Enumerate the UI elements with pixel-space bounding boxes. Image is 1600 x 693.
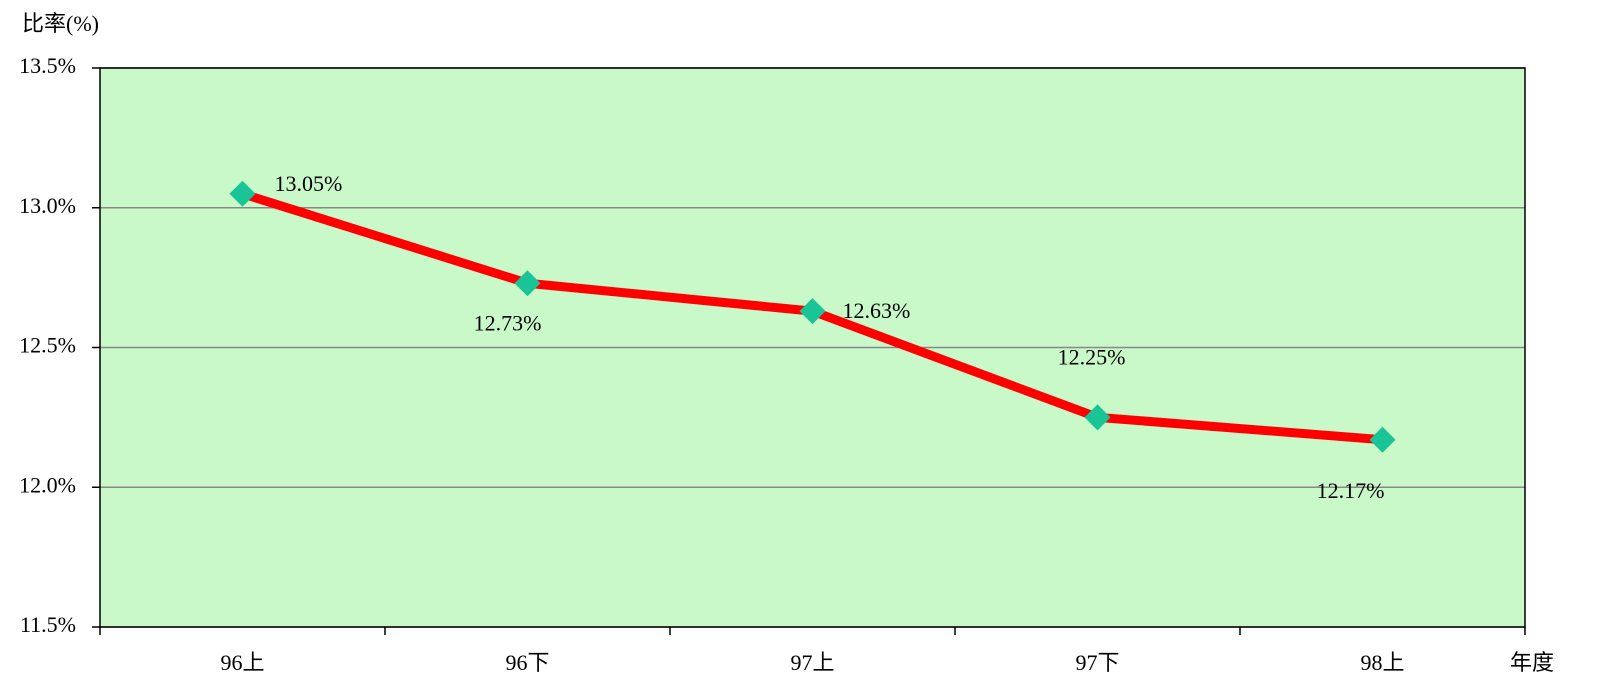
y-tick-label: 13.5% bbox=[19, 53, 76, 78]
marker bbox=[514, 270, 541, 297]
marker bbox=[1369, 426, 1396, 453]
data-label: 12.17% bbox=[1317, 478, 1385, 503]
marker bbox=[229, 180, 256, 207]
x-tick-label: 97上 bbox=[790, 650, 834, 675]
marker bbox=[799, 298, 826, 325]
plot-border bbox=[99, 67, 1526, 628]
marker bbox=[1084, 404, 1111, 431]
y-axis-label: 比率(%) bbox=[22, 11, 99, 36]
y-tick-label: 11.5% bbox=[20, 612, 76, 637]
x-tick-label: 96下 bbox=[505, 650, 549, 675]
data-label: 12.73% bbox=[474, 310, 542, 335]
x-tick-label: 97下 bbox=[1075, 650, 1119, 675]
data-label: 12.63% bbox=[843, 298, 911, 323]
x-axis-label: 年度 bbox=[1510, 650, 1554, 675]
data-label: 12.25% bbox=[1058, 344, 1126, 369]
y-tick-label: 12.5% bbox=[19, 333, 76, 358]
y-tick-label: 12.0% bbox=[19, 472, 76, 497]
y-tick-label: 13.0% bbox=[19, 193, 76, 218]
x-tick-label: 96上 bbox=[220, 650, 264, 675]
x-tick-label: 98上 bbox=[1360, 650, 1404, 675]
data-label: 13.05% bbox=[275, 171, 343, 196]
